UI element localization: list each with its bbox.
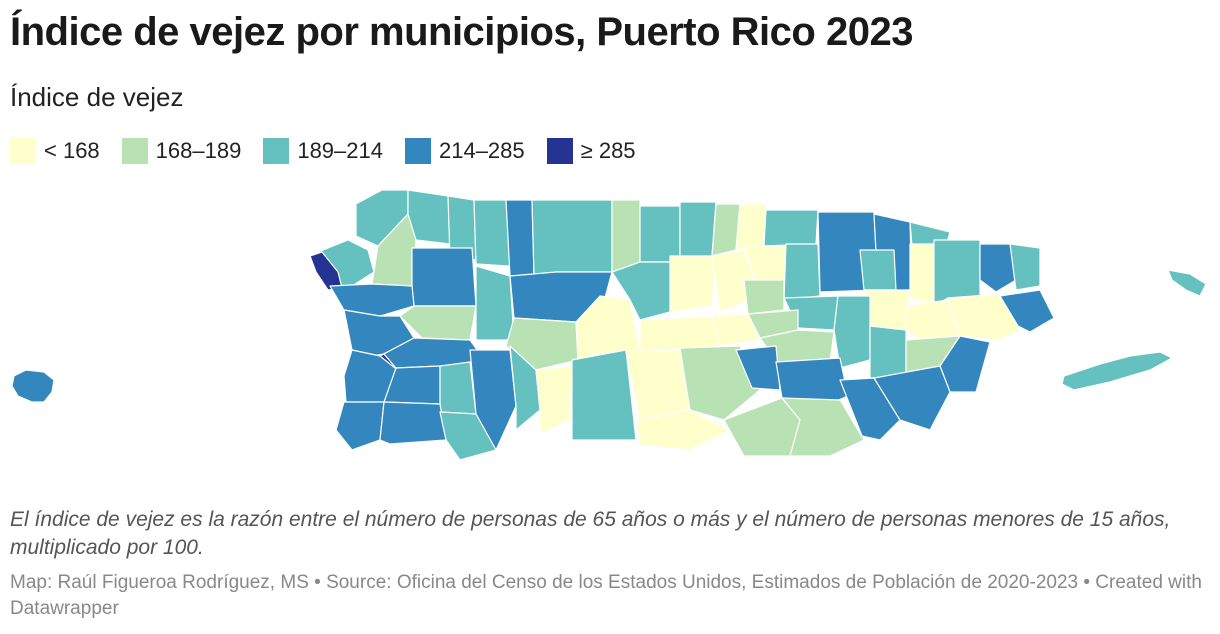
municipality-region[interactable] bbox=[1167, 269, 1207, 297]
municipality-region[interactable] bbox=[625, 349, 691, 421]
legend-swatch bbox=[546, 138, 573, 164]
legend-swatch bbox=[121, 138, 148, 164]
source-credit: Map: Raúl Figueroa Rodríguez, MS • Sourc… bbox=[10, 572, 1202, 619]
municipality-region[interactable] bbox=[439, 361, 477, 415]
municipality-region[interactable] bbox=[1009, 243, 1041, 291]
legend-item-214-285: 214–285 bbox=[404, 138, 525, 164]
municipality-region[interactable] bbox=[839, 377, 901, 441]
legend-swatch bbox=[10, 138, 36, 164]
municipality-region[interactable] bbox=[475, 265, 515, 341]
municipality-region[interactable] bbox=[535, 365, 573, 435]
municipality-region[interactable] bbox=[407, 189, 451, 245]
municipality-region[interactable] bbox=[11, 369, 55, 403]
municipality-region[interactable] bbox=[639, 205, 681, 263]
footnote: El índice de vejez es la razón entre el … bbox=[10, 508, 1171, 559]
municipality-region[interactable] bbox=[833, 295, 871, 369]
legend-label: 189–214 bbox=[297, 138, 383, 163]
municipality-region[interactable] bbox=[611, 199, 641, 273]
municipality-region[interactable] bbox=[679, 201, 717, 263]
municipality-region[interactable] bbox=[679, 345, 761, 421]
municipality-region[interactable] bbox=[859, 249, 897, 291]
municipality-region[interactable] bbox=[509, 345, 541, 431]
legend-label: 214–285 bbox=[438, 138, 525, 163]
legend-swatch bbox=[404, 138, 431, 164]
municipality-region[interactable] bbox=[909, 243, 935, 307]
municipality-region[interactable] bbox=[335, 401, 385, 451]
municipality-region[interactable] bbox=[669, 255, 717, 313]
legend-swatch bbox=[263, 138, 290, 164]
municipality-region[interactable] bbox=[863, 289, 911, 331]
municipality-region[interactable] bbox=[1061, 351, 1173, 391]
municipality-region[interactable] bbox=[505, 199, 535, 277]
municipality-region[interactable] bbox=[635, 409, 731, 451]
municipality-region[interactable] bbox=[531, 199, 613, 277]
chart-title: Índice de vejez por municipios, Puerto R… bbox=[10, 10, 913, 54]
municipality-region[interactable] bbox=[379, 401, 447, 445]
legend-item-gte-285: ≥ 285 bbox=[546, 138, 636, 164]
municipality-region[interactable] bbox=[473, 199, 511, 267]
municipality-region[interactable] bbox=[439, 411, 497, 461]
municipality-region[interactable] bbox=[571, 349, 637, 441]
legend-label: < 168 bbox=[44, 138, 100, 163]
legend-title: Índice de vejez bbox=[10, 82, 184, 112]
municipality-region[interactable] bbox=[329, 283, 415, 317]
municipality-region[interactable] bbox=[735, 203, 767, 251]
legend-item-lt-168: < 168 bbox=[10, 138, 100, 164]
municipality-region[interactable] bbox=[711, 313, 761, 347]
legend-label: ≥ 285 bbox=[580, 138, 636, 163]
municipality-region[interactable] bbox=[469, 349, 517, 451]
puerto-rico-map bbox=[11, 189, 1207, 461]
municipality-region[interactable] bbox=[939, 335, 991, 393]
map-municipalities bbox=[11, 189, 1207, 461]
municipality-region[interactable] bbox=[411, 247, 477, 307]
municipality-region[interactable] bbox=[781, 397, 865, 457]
legend: < 168 168–189 189–214 214–285 ≥ 285 bbox=[10, 136, 658, 166]
municipality-region[interactable] bbox=[763, 209, 819, 247]
municipality-region[interactable] bbox=[783, 243, 821, 301]
municipality-region[interactable] bbox=[505, 317, 579, 371]
municipality-region[interactable] bbox=[999, 289, 1055, 333]
legend-item-168-189: 168–189 bbox=[121, 138, 242, 164]
municipality-region[interactable] bbox=[743, 279, 785, 315]
municipality-region[interactable] bbox=[873, 365, 951, 431]
municipality-region[interactable] bbox=[869, 325, 907, 379]
legend-label: 168–189 bbox=[155, 138, 242, 163]
municipality-region[interactable] bbox=[735, 345, 781, 391]
municipality-region[interactable] bbox=[979, 243, 1017, 293]
legend-item-189-214: 189–214 bbox=[263, 138, 383, 164]
